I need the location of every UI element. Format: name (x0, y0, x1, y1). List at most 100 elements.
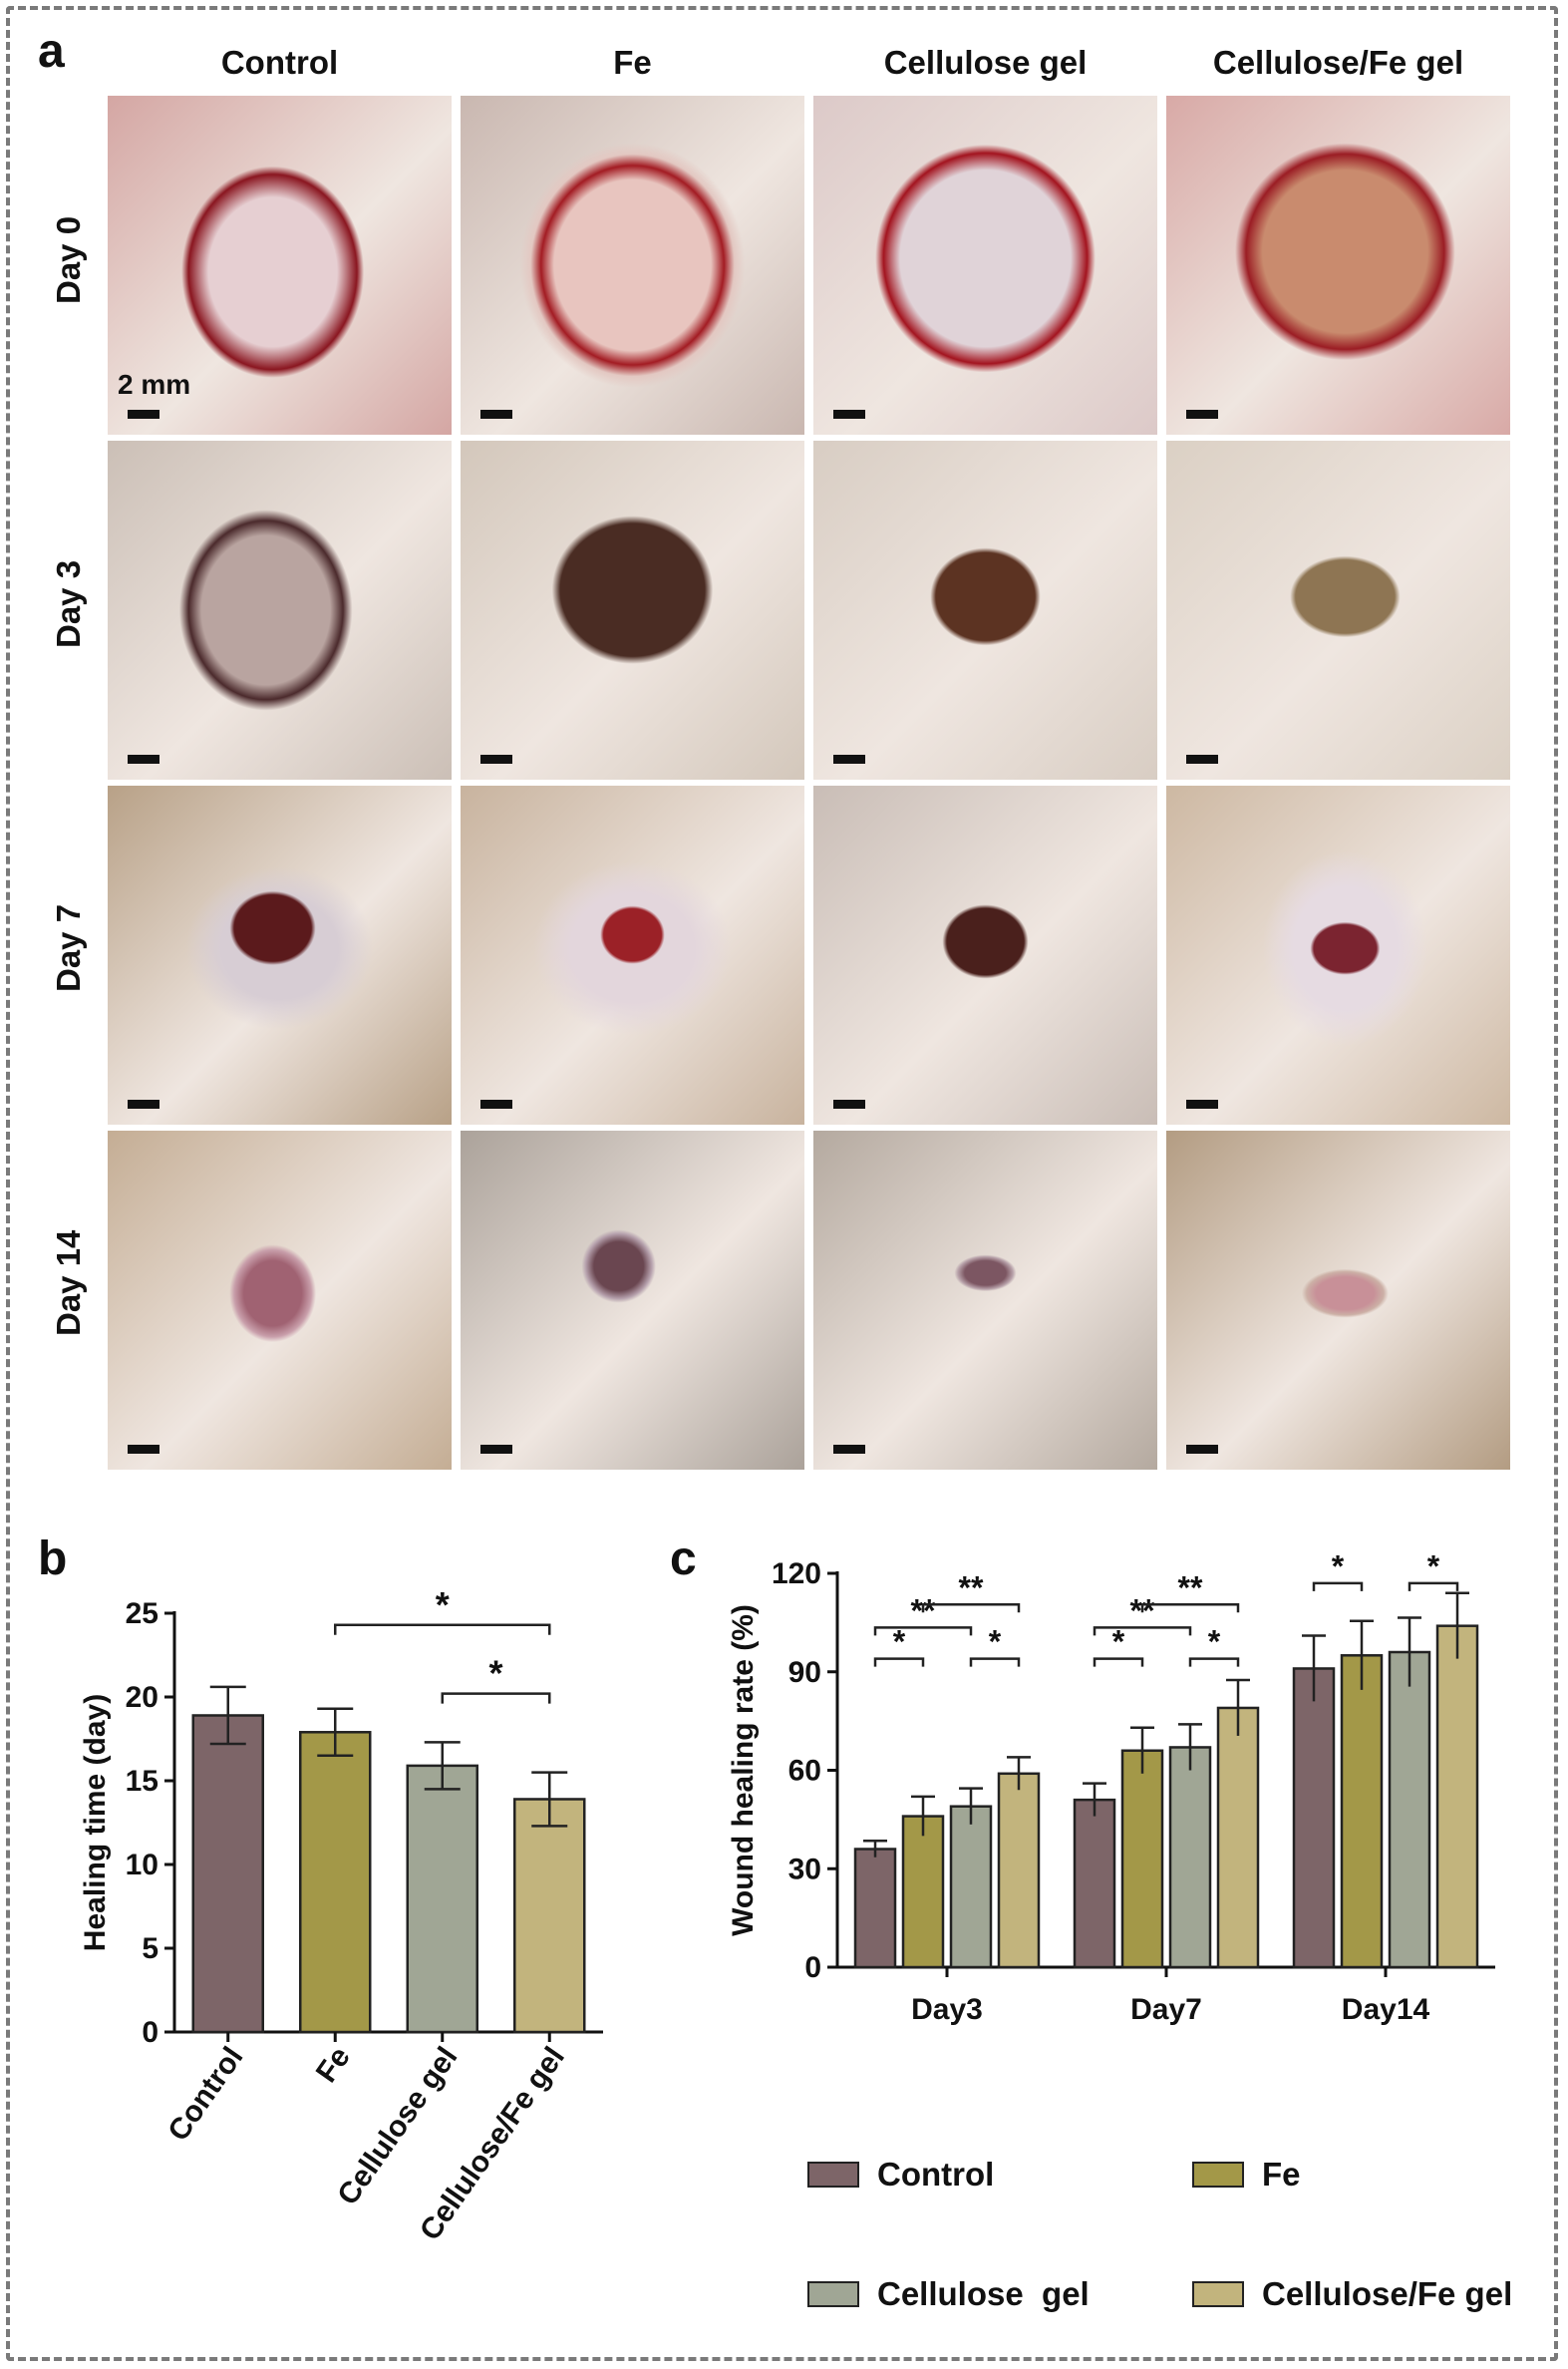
significance-label: * (893, 1624, 906, 1660)
significance-bracket (1093, 1626, 1192, 1636)
y-tick-label: 0 (804, 1951, 821, 1984)
scale-bar (1186, 1100, 1218, 1109)
y-axis-title: Wound healing rate (%) (727, 1604, 760, 1936)
column-header-cellulose-gel: Cellulose gel (883, 44, 1088, 81)
bar-cellulose-gel-day14 (1388, 1650, 1431, 1969)
x-tick-label: Day7 (1130, 1993, 1202, 2026)
significance-bracket (441, 1692, 551, 1704)
column-header-fe: Fe (613, 44, 652, 81)
significance-label: * (488, 1653, 502, 1694)
wound-photo-cellulose-fe-gel-day-7 (1166, 786, 1510, 1125)
bar-control (191, 1714, 264, 2034)
wound-photo-control-day-0: 2 mm (108, 96, 452, 435)
bar-cellulose-fe-gel-day14 (1435, 1624, 1479, 1969)
legend-swatch (1192, 2162, 1244, 2188)
significance-bracket (1188, 1657, 1240, 1667)
significance-bracket (334, 1623, 551, 1635)
bar-control-day3 (853, 1848, 897, 1969)
scale-bar (128, 755, 159, 764)
y-tick-label: 0 (142, 2016, 158, 2049)
scale-bar (480, 755, 512, 764)
scale-bar (128, 1100, 159, 1109)
legend-item-control: Control (807, 2156, 994, 2194)
column-header-control: Control (220, 44, 339, 81)
legend-label: Cellulose gel (877, 2275, 1090, 2312)
y-axis-title: Healing time (day) (79, 1694, 112, 1951)
wound-photo-fe-day-7 (461, 786, 804, 1125)
bar-fe-day3 (901, 1815, 945, 1969)
scale-bar (128, 410, 159, 419)
wound-photo-fe-day-14 (461, 1131, 804, 1470)
scale-bar (833, 755, 865, 764)
scale-bar (833, 1100, 865, 1109)
scale-bar (480, 410, 512, 419)
wound-photo-control-day-7 (108, 786, 452, 1125)
row-header-day-0: Day 0 (50, 215, 87, 304)
y-tick-label: 60 (788, 1755, 821, 1788)
scale-bar (480, 1100, 512, 1109)
significance-label: * (1112, 1624, 1125, 1660)
wound-photo-control-day-14 (108, 1131, 452, 1470)
wound-photo-control-day-3 (108, 441, 452, 780)
wound-photo-cellulose-gel-day-0 (813, 96, 1157, 435)
scale-bar (480, 1445, 512, 1454)
bar-control-day7 (1073, 1798, 1116, 1969)
panel-b-letter: b (38, 1532, 68, 1585)
significance-bracket (1093, 1657, 1144, 1667)
row-header-day-14: Day 14 (50, 1229, 87, 1336)
x-tick-label: Day14 (1342, 1993, 1430, 2026)
x-tick-label: Day3 (911, 1993, 983, 2026)
significance-bracket (873, 1657, 925, 1667)
y-tick-label: 25 (126, 1597, 158, 1630)
scale-bar (128, 1445, 159, 1454)
y-tick-label: 120 (772, 1557, 821, 1590)
wound-healing-rate-chart: 0 30 60 90 120 Wound healing rate (%) Day3 Day7… (727, 1555, 1495, 2026)
panel-c-letter: c (670, 1532, 697, 1585)
bar-fe-day14 (1340, 1654, 1384, 1969)
wound-photo-cellulose-fe-gel-day-0 (1166, 96, 1510, 435)
wound-photo-cellulose-fe-gel-day-3 (1166, 441, 1510, 780)
wound-photo-fe-day-3 (461, 441, 804, 780)
row-header-day-7: Day 7 (50, 903, 87, 992)
x-tick-label: Control (161, 2041, 249, 2147)
significance-bracket (1140, 1603, 1240, 1613)
bar-cellulose-gel (406, 1764, 478, 2034)
wound-photo-cellulose-gel-day-14 (813, 1131, 1157, 1470)
legend-item-cellulose-fe-gel: Cellulose/Fe gel (1192, 2275, 1512, 2313)
legend-label: Control (877, 2156, 995, 2193)
significance-label: * (989, 1624, 1002, 1660)
significance-label: ** (959, 1569, 984, 1605)
significance-label: ** (1178, 1569, 1203, 1605)
y-tick-label: 30 (788, 1853, 821, 1885)
bar-cellulose-fe-gel-day3 (997, 1772, 1041, 1969)
scale-bar (833, 410, 865, 419)
legend-label: Fe (1262, 2156, 1301, 2193)
legend-item-cellulose-gel: Cellulose gel (807, 2275, 1090, 2313)
significance-bracket (1312, 1581, 1364, 1591)
y-tick-label: 90 (788, 1656, 821, 1689)
bar-control-day14 (1292, 1667, 1336, 1969)
legend-swatch (1192, 2281, 1244, 2307)
bar-cellulose-fe-gel (513, 1798, 586, 2034)
scale-bar-label: 2 mm (118, 369, 191, 400)
wound-photo-cellulose-gel-day-7 (813, 786, 1157, 1125)
y-tick-label: 5 (142, 1932, 158, 1965)
scale-bar (1186, 410, 1218, 419)
wound-photo-cellulose-gel-day-3 (813, 441, 1157, 780)
scale-bar (1186, 755, 1218, 764)
legend-item-fe: Fe (1192, 2156, 1301, 2194)
legend-swatch (807, 2162, 859, 2188)
panel-a-letter: a (38, 25, 65, 78)
wound-photo-cellulose-fe-gel-day-14 (1166, 1131, 1510, 1470)
legend-label: Cellulose/Fe gel (1262, 2275, 1513, 2312)
legend-swatch (807, 2281, 859, 2307)
significance-label: * (436, 1584, 450, 1625)
bar-fe (299, 1731, 372, 2034)
wound-photo-fe-day-0 (461, 96, 804, 435)
significance-bracket (921, 1603, 1021, 1613)
scale-bar (833, 1445, 865, 1454)
significance-label: * (1427, 1555, 1440, 1584)
significance-bracket (969, 1657, 1021, 1667)
row-header-day-3: Day 3 (50, 559, 87, 648)
x-tick-label: Fe (310, 2041, 357, 2089)
